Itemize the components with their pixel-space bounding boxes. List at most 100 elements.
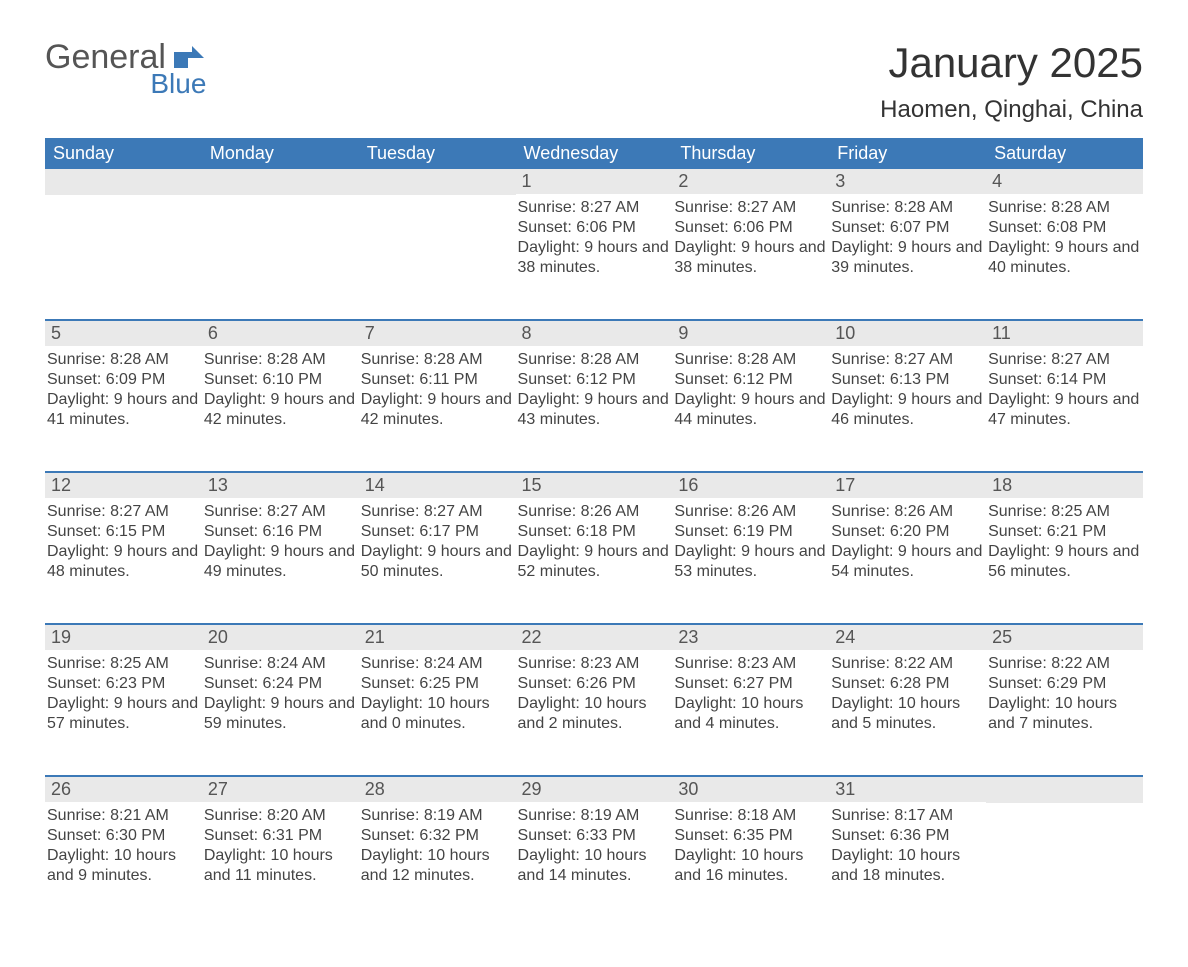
daylight-line: Daylight: 10 hours and 5 minutes. [831,694,984,734]
sunrise-line: Sunrise: 8:27 AM [361,502,514,522]
calendar-week-row: 1Sunrise: 8:27 AMSunset: 6:06 PMDaylight… [45,169,1143,320]
logo: General Blue [45,40,204,98]
calendar-day-cell: 2Sunrise: 8:27 AMSunset: 6:06 PMDaylight… [672,169,829,320]
day-number: 28 [359,777,516,802]
weekday-header: Sunday [45,138,202,169]
weekday-header: Saturday [986,138,1143,169]
calendar-day-cell: 17Sunrise: 8:26 AMSunset: 6:20 PMDayligh… [829,472,986,624]
sunrise-line: Sunrise: 8:27 AM [988,350,1141,370]
sunrise-line: Sunrise: 8:19 AM [518,806,671,826]
sunset-line: Sunset: 6:09 PM [47,370,200,390]
sunrise-line: Sunrise: 8:28 AM [518,350,671,370]
sunset-line: Sunset: 6:11 PM [361,370,514,390]
sunrise-line: Sunrise: 8:28 AM [204,350,357,370]
sunset-line: Sunset: 6:25 PM [361,674,514,694]
calendar-day-cell: 15Sunrise: 8:26 AMSunset: 6:18 PMDayligh… [516,472,673,624]
day-number: 21 [359,625,516,650]
sunset-line: Sunset: 6:20 PM [831,522,984,542]
sunrise-line: Sunrise: 8:28 AM [988,198,1141,218]
sunrise-line: Sunrise: 8:17 AM [831,806,984,826]
day-number [45,169,202,195]
sunrise-line: Sunrise: 8:28 AM [831,198,984,218]
calendar-day-cell: 25Sunrise: 8:22 AMSunset: 6:29 PMDayligh… [986,624,1143,776]
day-details: Sunrise: 8:26 AMSunset: 6:18 PMDaylight:… [516,498,673,586]
day-details: Sunrise: 8:23 AMSunset: 6:27 PMDaylight:… [672,650,829,738]
sunrise-line: Sunrise: 8:28 AM [47,350,200,370]
sunrise-line: Sunrise: 8:25 AM [988,502,1141,522]
day-details: Sunrise: 8:26 AMSunset: 6:20 PMDaylight:… [829,498,986,586]
day-details: Sunrise: 8:27 AMSunset: 6:13 PMDaylight:… [829,346,986,434]
daylight-line: Daylight: 10 hours and 18 minutes. [831,846,984,886]
day-number: 9 [672,321,829,346]
day-details: Sunrise: 8:27 AMSunset: 6:14 PMDaylight:… [986,346,1143,434]
day-details: Sunrise: 8:28 AMSunset: 6:10 PMDaylight:… [202,346,359,434]
day-number [986,777,1143,803]
sunrise-line: Sunrise: 8:23 AM [674,654,827,674]
sunset-line: Sunset: 6:15 PM [47,522,200,542]
calendar-day-cell: 1Sunrise: 8:27 AMSunset: 6:06 PMDaylight… [516,169,673,320]
day-number: 6 [202,321,359,346]
calendar-week-row: 19Sunrise: 8:25 AMSunset: 6:23 PMDayligh… [45,624,1143,776]
day-details: Sunrise: 8:23 AMSunset: 6:26 PMDaylight:… [516,650,673,738]
daylight-line: Daylight: 9 hours and 48 minutes. [47,542,200,582]
day-number: 15 [516,473,673,498]
day-details: Sunrise: 8:27 AMSunset: 6:06 PMDaylight:… [672,194,829,282]
daylight-line: Daylight: 9 hours and 57 minutes. [47,694,200,734]
day-number: 19 [45,625,202,650]
sunrise-line: Sunrise: 8:22 AM [831,654,984,674]
calendar-day-cell: 22Sunrise: 8:23 AMSunset: 6:26 PMDayligh… [516,624,673,776]
daylight-line: Daylight: 10 hours and 16 minutes. [674,846,827,886]
sunset-line: Sunset: 6:27 PM [674,674,827,694]
sunrise-line: Sunrise: 8:24 AM [361,654,514,674]
day-number: 12 [45,473,202,498]
day-details: Sunrise: 8:24 AMSunset: 6:25 PMDaylight:… [359,650,516,738]
calendar-day-cell: 8Sunrise: 8:28 AMSunset: 6:12 PMDaylight… [516,320,673,472]
day-number: 4 [986,169,1143,194]
calendar-day-cell: 18Sunrise: 8:25 AMSunset: 6:21 PMDayligh… [986,472,1143,624]
sunset-line: Sunset: 6:12 PM [674,370,827,390]
day-details: Sunrise: 8:28 AMSunset: 6:08 PMDaylight:… [986,194,1143,282]
calendar-day-cell: 10Sunrise: 8:27 AMSunset: 6:13 PMDayligh… [829,320,986,472]
day-number: 2 [672,169,829,194]
calendar-week-row: 12Sunrise: 8:27 AMSunset: 6:15 PMDayligh… [45,472,1143,624]
calendar-day-cell: 7Sunrise: 8:28 AMSunset: 6:11 PMDaylight… [359,320,516,472]
calendar-day-cell [45,169,202,320]
sunrise-line: Sunrise: 8:20 AM [204,806,357,826]
daylight-line: Daylight: 9 hours and 50 minutes. [361,542,514,582]
daylight-line: Daylight: 10 hours and 12 minutes. [361,846,514,886]
day-details: Sunrise: 8:28 AMSunset: 6:09 PMDaylight:… [45,346,202,434]
daylight-line: Daylight: 9 hours and 49 minutes. [204,542,357,582]
sunset-line: Sunset: 6:35 PM [674,826,827,846]
calendar-day-cell: 4Sunrise: 8:28 AMSunset: 6:08 PMDaylight… [986,169,1143,320]
sunrise-line: Sunrise: 8:21 AM [47,806,200,826]
calendar-day-cell: 9Sunrise: 8:28 AMSunset: 6:12 PMDaylight… [672,320,829,472]
day-number: 17 [829,473,986,498]
sunset-line: Sunset: 6:36 PM [831,826,984,846]
daylight-line: Daylight: 10 hours and 0 minutes. [361,694,514,734]
sunrise-line: Sunrise: 8:22 AM [988,654,1141,674]
daylight-line: Daylight: 9 hours and 47 minutes. [988,390,1141,430]
sunrise-line: Sunrise: 8:27 AM [831,350,984,370]
sunrise-line: Sunrise: 8:25 AM [47,654,200,674]
calendar-day-cell: 27Sunrise: 8:20 AMSunset: 6:31 PMDayligh… [202,776,359,927]
daylight-line: Daylight: 9 hours and 42 minutes. [204,390,357,430]
calendar-day-cell: 26Sunrise: 8:21 AMSunset: 6:30 PMDayligh… [45,776,202,927]
daylight-line: Daylight: 9 hours and 40 minutes. [988,238,1141,278]
day-details: Sunrise: 8:17 AMSunset: 6:36 PMDaylight:… [829,802,986,890]
calendar-day-cell: 13Sunrise: 8:27 AMSunset: 6:16 PMDayligh… [202,472,359,624]
day-details: Sunrise: 8:28 AMSunset: 6:12 PMDaylight:… [672,346,829,434]
sunset-line: Sunset: 6:33 PM [518,826,671,846]
day-number: 13 [202,473,359,498]
daylight-line: Daylight: 9 hours and 52 minutes. [518,542,671,582]
day-details [986,803,1143,811]
day-details: Sunrise: 8:25 AMSunset: 6:21 PMDaylight:… [986,498,1143,586]
day-number: 23 [672,625,829,650]
calendar-day-cell [359,169,516,320]
sunset-line: Sunset: 6:28 PM [831,674,984,694]
sunset-line: Sunset: 6:30 PM [47,826,200,846]
sunrise-line: Sunrise: 8:28 AM [361,350,514,370]
sunset-line: Sunset: 6:17 PM [361,522,514,542]
day-number [359,169,516,195]
sunset-line: Sunset: 6:23 PM [47,674,200,694]
day-details: Sunrise: 8:25 AMSunset: 6:23 PMDaylight:… [45,650,202,738]
